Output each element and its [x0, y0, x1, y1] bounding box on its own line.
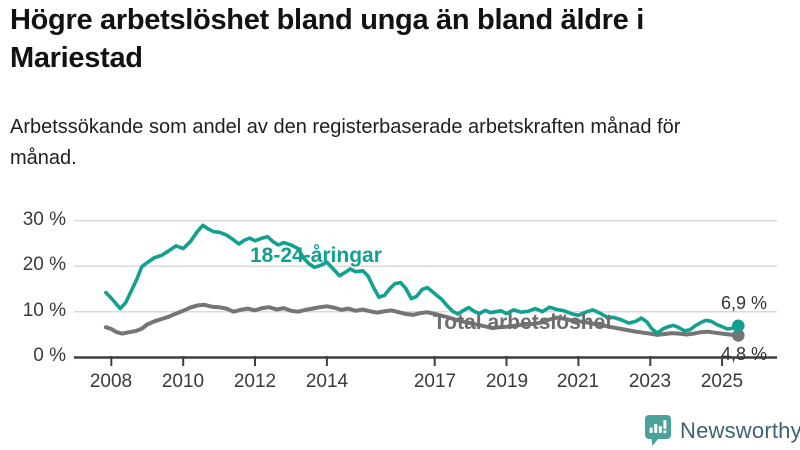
end-value-label-youth: 6,9 %: [720, 293, 767, 313]
newsworthy-bubble-chart-icon: [645, 415, 671, 446]
newsworthy-wordmark: Newsworthy: [680, 417, 800, 443]
series-end-dot-18-24-åringar: [732, 319, 745, 333]
series-label-total: Total arbetslöshet: [433, 311, 613, 334]
chart-title: Högre arbetslöshet bland unga än bland ä…: [10, 4, 644, 74]
x-axis-labels: 2008 2010 2012 2014 2017 2019 2021 2023 2025: [0, 371, 800, 395]
y-axis-labels: 0 % 10 % 20 % 30 %: [0, 0, 66, 450]
y-tick-label-20: 20 %: [22, 254, 66, 275]
x-tick-label-2012: 2012: [233, 371, 277, 392]
y-tick-label-0: 0 %: [33, 345, 66, 366]
series-end-dot-Total arbetslöshet: [732, 329, 745, 342]
newsworthy-logo: Newsworthy: [644, 414, 800, 447]
x-tick-label-2008: 2008: [89, 371, 133, 392]
series-line-18-24-åringar: [104, 223, 741, 335]
series-line-Total arbetslöshet: [103, 302, 741, 338]
x-tick-label-2017: 2017: [413, 371, 457, 392]
x-tick-label-2023: 2023: [628, 371, 672, 392]
x-tick-label-2010: 2010: [161, 371, 205, 392]
x-tick-label-2014: 2014: [305, 371, 349, 392]
y-tick-label-10: 10 %: [22, 300, 66, 321]
x-tick-label-2025: 2025: [700, 371, 744, 392]
y-tick-label-30: 30 %: [22, 209, 66, 230]
end-value-label-total: 4,8 %: [720, 344, 767, 364]
x-tick-label-2021: 2021: [556, 371, 600, 392]
series-label-youth: 18-24-åringar: [250, 244, 382, 267]
chart-subtitle: Arbetssökande som andel av den registerb…: [10, 116, 681, 169]
x-tick-label-2019: 2019: [485, 371, 529, 392]
